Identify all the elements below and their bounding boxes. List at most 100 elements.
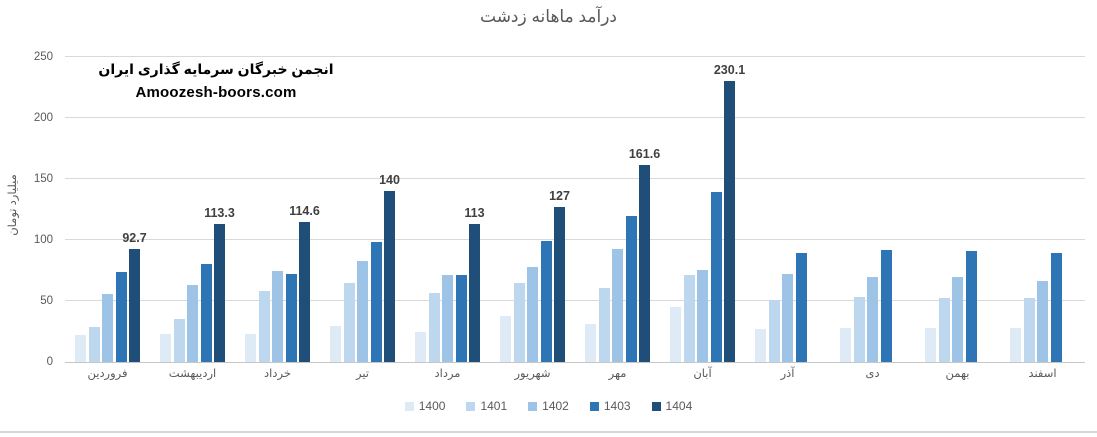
x-label-month-5: مرداد (434, 368, 461, 380)
x-axis-labels: فروردین اردیبهشت خرداد تیر مرداد شهریور مهر آبا… (65, 366, 1085, 380)
legend-label: 1404 (665, 399, 693, 413)
x-label-month-6: شهریور (514, 368, 551, 380)
legend-label: 1403 (603, 399, 631, 413)
bar-group-5: 113 (405, 57, 490, 362)
bar-1402 (1037, 281, 1048, 362)
bar-1404: 140 (379, 173, 400, 362)
bar-1400 (330, 326, 341, 362)
bar-group-6: 127 (490, 57, 575, 362)
x-label-month-8: آبان (693, 368, 712, 380)
y-tick-250: 250 (33, 51, 53, 63)
y-axis-tick-labels: 0 50 100 150 200 250 (0, 51, 53, 368)
bar-1403 (795, 252, 807, 362)
bar-1401 (173, 319, 185, 362)
legend-item-1400: 1400 (404, 399, 446, 413)
legend-swatch-icon (466, 401, 476, 411)
bar-1401 (428, 293, 440, 362)
bar-1403 (625, 215, 637, 362)
bar-1402 (357, 260, 368, 362)
bar-1403 (880, 250, 892, 362)
data-label: 113 (464, 206, 485, 221)
bottom-divider (0, 431, 1097, 433)
data-label: 140 (379, 173, 400, 188)
bar-1404: 230.1 (714, 63, 745, 362)
bar-1400 (160, 333, 171, 362)
x-label-month-1: فروردین (87, 368, 128, 380)
data-label: 230.1 (713, 63, 746, 78)
bar-1403 (965, 250, 977, 362)
legend-label: 1400 (418, 399, 446, 413)
bar-1401 (768, 299, 780, 362)
bar-group-11 (915, 57, 1000, 362)
legend-item-1401: 1401 (466, 399, 507, 413)
watermark-line-persian: انجمن خبرگان سرمایه گذاری ایران (98, 61, 334, 77)
legend-swatch-icon (404, 401, 414, 411)
y-tick-200: 200 (33, 112, 53, 124)
gridline-150 (65, 178, 1085, 179)
bar-1402 (867, 276, 878, 362)
bar-1400 (415, 331, 426, 362)
plot-area: 92.7 113.3 114.6 140 113 127 161.6 230.1 (65, 56, 1085, 363)
bar-1401 (513, 282, 525, 362)
legend-swatch-icon (651, 401, 661, 411)
legend-item-1402: 1402 (528, 399, 569, 413)
bar-1402 (612, 248, 623, 362)
x-label-month-10: دی (865, 368, 880, 380)
x-label-month-7: مهر (608, 368, 627, 380)
bar-1400 (75, 335, 86, 362)
legend-item-1403: 1403 (589, 399, 631, 413)
bar-1403 (200, 264, 212, 362)
bar-1403 (285, 273, 297, 362)
bar-group-2: 113.3 (150, 57, 235, 362)
data-label: 113.3 (204, 205, 235, 220)
bar-1402 (442, 275, 453, 362)
gridline-250 (65, 56, 1085, 57)
y-tick-100: 100 (33, 234, 53, 246)
bar-group-4: 140 (320, 57, 405, 362)
x-label-month-11: بهمن (945, 368, 970, 380)
bar-1404: 92.7 (122, 231, 147, 362)
bar-1404: 161.6 (629, 147, 660, 362)
legend-label: 1401 (480, 399, 508, 413)
y-tick-0: 0 (46, 356, 53, 368)
x-label-month-12: اسفند (1028, 368, 1057, 380)
bar-1402 (697, 269, 708, 362)
bar-1401 (258, 291, 270, 362)
bar-group-3: 114.6 (235, 57, 320, 362)
y-tick-50: 50 (40, 295, 53, 307)
legend-item-1404: 1404 (651, 399, 693, 413)
bar-1401 (1023, 297, 1035, 362)
bar-1400 (500, 316, 511, 362)
chart-title: درآمد ماهانه زدشت (480, 7, 617, 26)
bar-1400 (755, 329, 766, 362)
bar-1401 (598, 287, 610, 362)
bar-1400 (840, 328, 851, 362)
bar-1400 (670, 307, 681, 362)
bar-1403 (370, 241, 382, 362)
watermark: انجمن خبرگان سرمایه گذاری ایران Amoozesh… (84, 61, 348, 101)
data-label: 114.6 (289, 204, 320, 219)
bar-1403 (455, 275, 467, 362)
bar-1402 (187, 285, 198, 362)
bar-1403 (1050, 253, 1062, 362)
bar-1402 (527, 266, 538, 362)
bar-1404: 114.6 (289, 204, 320, 362)
bar-1403 (115, 272, 127, 362)
y-tick-150: 150 (33, 173, 53, 185)
bar-1402 (782, 273, 793, 362)
bar-group-1: 92.7 (65, 57, 150, 362)
x-label-month-9: آذر (780, 368, 795, 380)
gridline-50 (65, 300, 1085, 301)
bar-group-10 (830, 57, 915, 362)
x-label-month-3: خرداد (264, 368, 291, 380)
bar-1401 (88, 326, 100, 362)
bar-1400 (1010, 327, 1021, 362)
watermark-line-website: Amoozesh-boors.com (135, 84, 297, 101)
bar-1401 (853, 297, 865, 362)
bar-1401 (938, 297, 950, 362)
bar-group-8: 230.1 (660, 57, 745, 362)
bar-1404: 127 (549, 189, 570, 362)
x-label-month-4: تیر (355, 368, 370, 380)
bar-1400 (925, 327, 936, 362)
